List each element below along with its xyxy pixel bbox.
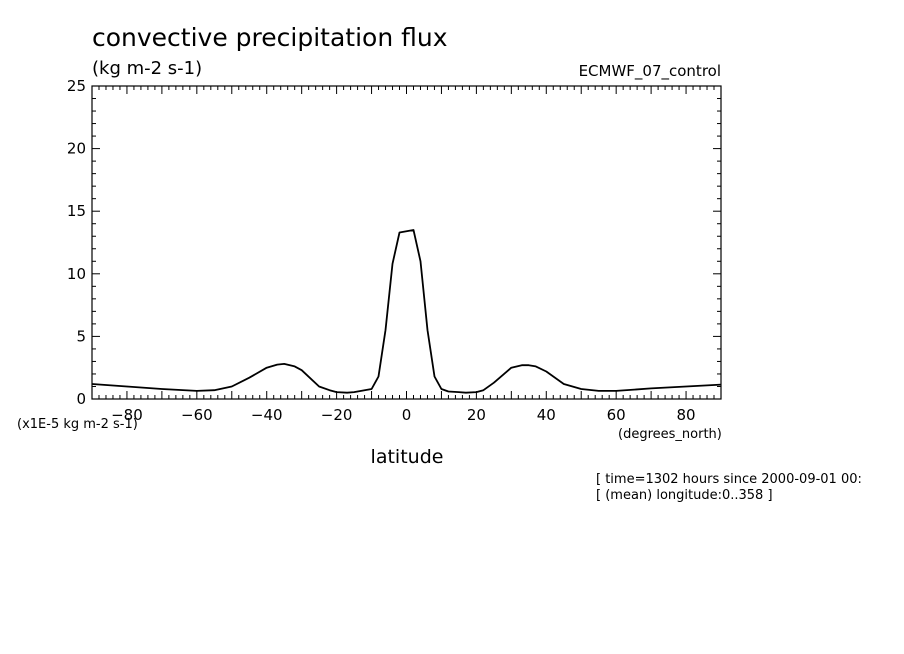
x-tick-label: 20 (467, 406, 486, 424)
x-tick-labels: −80 −60 −40 −20 0 20 40 60 80 (111, 406, 695, 424)
dataset-label: ECMWF_07_control (579, 62, 721, 81)
chart-title: convective precipitation flux (92, 23, 448, 52)
chart-units: (kg m-2 s-1) (92, 58, 202, 79)
y-tick-labels: 0 5 10 15 20 25 (67, 77, 86, 408)
y-scale-label: (x1E-5 kg m-2 s-1) (17, 417, 138, 432)
y-tick-label: 10 (67, 265, 86, 283)
axis-ticks (91, 85, 722, 400)
y-tick-label: 5 (76, 327, 86, 345)
y-tick-label: 20 (67, 140, 86, 158)
footer-time: [ time=1302 hours since 2000-09-01 00: (596, 472, 862, 487)
y-tick-label: 0 (76, 390, 86, 408)
x-axis-title: latitude (371, 446, 444, 468)
plot-frame (91, 85, 722, 400)
x-tick-label: −80 (111, 406, 143, 424)
y-tick-label: 15 (67, 202, 86, 220)
x-tick-label: −20 (321, 406, 353, 424)
series-line (91, 229, 722, 394)
footer-longitude: [ (mean) longitude:0..358 ] (596, 488, 773, 503)
x-tick-label: 40 (537, 406, 556, 424)
x-units-label: (degrees_north) (618, 427, 722, 442)
x-tick-label: 0 (402, 406, 412, 424)
x-tick-label: −40 (251, 406, 283, 424)
x-tick-label: −60 (181, 406, 213, 424)
x-tick-label: 80 (677, 406, 696, 424)
x-tick-label: 60 (607, 406, 626, 424)
y-tick-label: 25 (67, 77, 86, 95)
